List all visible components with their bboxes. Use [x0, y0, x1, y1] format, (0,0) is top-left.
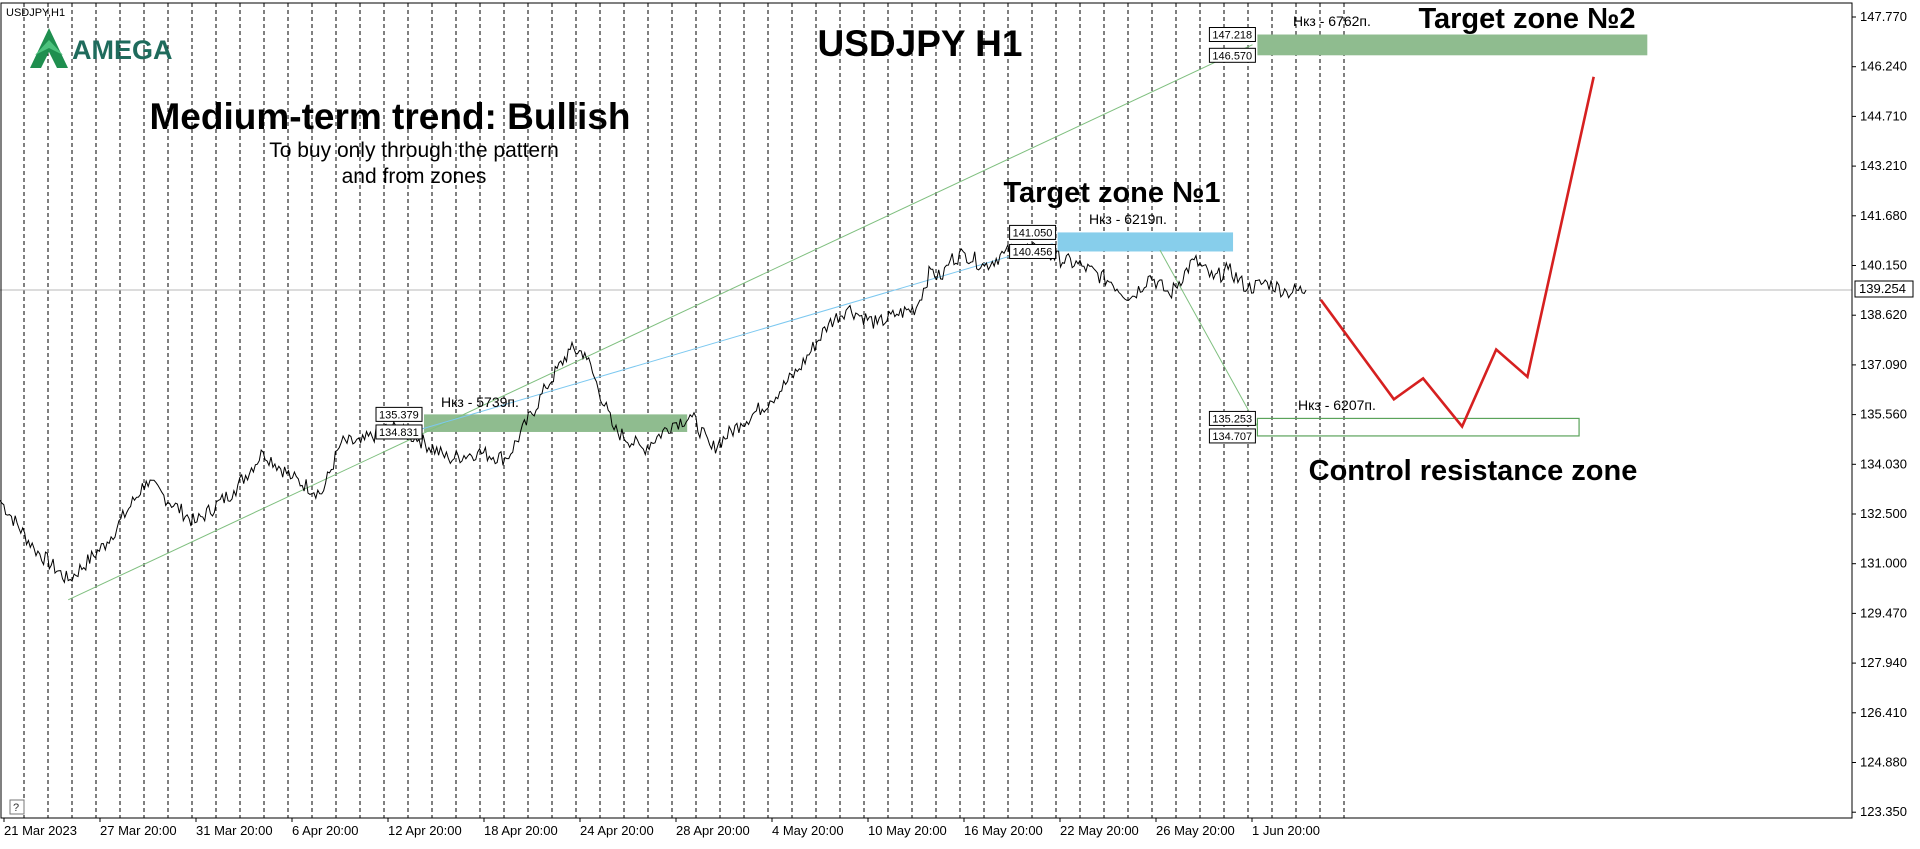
zone-note-control-resistance: Нкз - 6207п.	[1298, 397, 1376, 413]
x-tick-label: 28 Apr 20:00	[676, 823, 750, 838]
x-tick-label: 12 Apr 20:00	[388, 823, 462, 838]
x-tick-label: 24 Apr 20:00	[580, 823, 654, 838]
zone-note-nkz: Нкз - 5739п.	[441, 394, 519, 410]
plot-frame	[0, 2, 1853, 819]
x-tick-label: 10 May 20:00	[868, 823, 947, 838]
zone-title-target-1: Target zone №1	[1003, 177, 1220, 209]
chart-title: USDJPY H1	[818, 23, 1023, 64]
level-label-box	[375, 424, 423, 440]
guide-line	[418, 243, 1053, 431]
x-tick-label: 27 Mar 20:00	[100, 823, 177, 838]
x-tick-label: 22 May 20:00	[1060, 823, 1139, 838]
level-label-box	[375, 406, 423, 422]
guide-lines	[68, 44, 1258, 601]
current-price-box	[1854, 280, 1914, 298]
y-tick-label: 129.470	[1860, 605, 1907, 620]
zone-note-target-1: Нкз - 6219п.	[1089, 211, 1167, 227]
grid-lines	[0, 3, 1852, 818]
x-tick-label: 26 May 20:00	[1156, 823, 1235, 838]
y-tick-label: 135.560	[1860, 407, 1907, 422]
x-tick-label: 31 Mar 20:00	[196, 823, 273, 838]
price-line	[0, 241, 1307, 584]
series-layer	[0, 76, 1595, 584]
level-label: 134.707	[1212, 431, 1252, 443]
y-tick-label: 132.500	[1860, 506, 1907, 521]
level-label-box	[1208, 410, 1256, 426]
chart-note-line-2: and from zones	[342, 165, 487, 188]
x-tick-label: 21 Mar 2023	[4, 823, 77, 838]
zone-level-labels: 147.218 146.570 141.050 140.456 135.253 134.7…	[375, 27, 1256, 444]
level-label: 135.253	[1212, 413, 1252, 425]
price-zone	[1257, 34, 1648, 56]
projection-line	[1319, 76, 1595, 429]
y-tick-label: 144.710	[1860, 108, 1907, 123]
logo-mark-accent-icon	[35, 40, 63, 55]
y-tick-label: 147.770	[1860, 9, 1907, 24]
level-label: 135.379	[379, 409, 419, 421]
help-button[interactable]: ?	[9, 799, 25, 815]
level-label: 141.050	[1013, 227, 1053, 239]
axes: 147.770 146.240 144.710 143.210 141.680 140.1…	[0, 2, 1907, 838]
zone-note-target-2: Нкз - 6762п.	[1293, 13, 1371, 29]
y-tick-label: 137.090	[1860, 357, 1907, 372]
level-label: 147.218	[1212, 30, 1252, 42]
current-price-marker: 139.254	[1854, 280, 1914, 298]
zone-title-target-2: Target zone №2	[1418, 3, 1635, 35]
y-tick-label: 134.030	[1860, 456, 1907, 471]
y-tick-label: 146.240	[1860, 59, 1907, 74]
y-tick-label: 141.680	[1860, 208, 1907, 223]
help-button-box[interactable]	[9, 799, 25, 815]
x-tick-label: 18 Apr 20:00	[484, 823, 558, 838]
help-icon[interactable]: ?	[13, 802, 19, 814]
level-label: 134.831	[379, 427, 419, 439]
zone-title-control-resistance: Control resistance zone	[1309, 455, 1638, 487]
x-tick-label: 6 Apr 20:00	[292, 823, 359, 838]
level-label-box	[1009, 224, 1057, 240]
price-zone	[1256, 417, 1580, 437]
y-tick-label: 124.880	[1860, 755, 1907, 770]
logo-text: AMEGA	[72, 35, 173, 65]
y-tick-label: 126.410	[1860, 705, 1907, 720]
symbol-label: USDJPY,H1	[6, 7, 65, 19]
level-label-box	[1208, 47, 1256, 63]
y-tick-label: 138.620	[1860, 307, 1907, 322]
x-tick-label: 4 May 20:00	[772, 823, 844, 838]
y-tick-label: 123.350	[1860, 804, 1907, 819]
level-label-box	[1009, 243, 1057, 259]
chart-note-line-1: To buy only through the pattern	[269, 139, 559, 162]
price-zone	[424, 414, 688, 432]
current-price-label: 139.254	[1859, 281, 1906, 296]
price-zone	[1057, 232, 1234, 252]
y-tick-label: 127.940	[1860, 655, 1907, 670]
level-label: 146.570	[1212, 50, 1252, 62]
level-label: 140.456	[1013, 246, 1053, 258]
chart-subtitle: Medium-term trend: Bullish	[149, 96, 630, 137]
level-label-box	[1208, 428, 1256, 444]
y-tick-label: 131.000	[1860, 556, 1907, 571]
guide-line	[1159, 249, 1258, 427]
level-label-box	[1208, 27, 1256, 43]
x-tick-label: 1 Jun 20:00	[1252, 823, 1320, 838]
price-zones	[424, 34, 1648, 437]
x-tick-label: 16 May 20:00	[964, 823, 1043, 838]
y-tick-label: 140.150	[1860, 258, 1907, 273]
amega-logo: AMEGA	[30, 28, 173, 68]
y-tick-label: 143.210	[1860, 158, 1907, 173]
guide-line	[68, 44, 1253, 601]
